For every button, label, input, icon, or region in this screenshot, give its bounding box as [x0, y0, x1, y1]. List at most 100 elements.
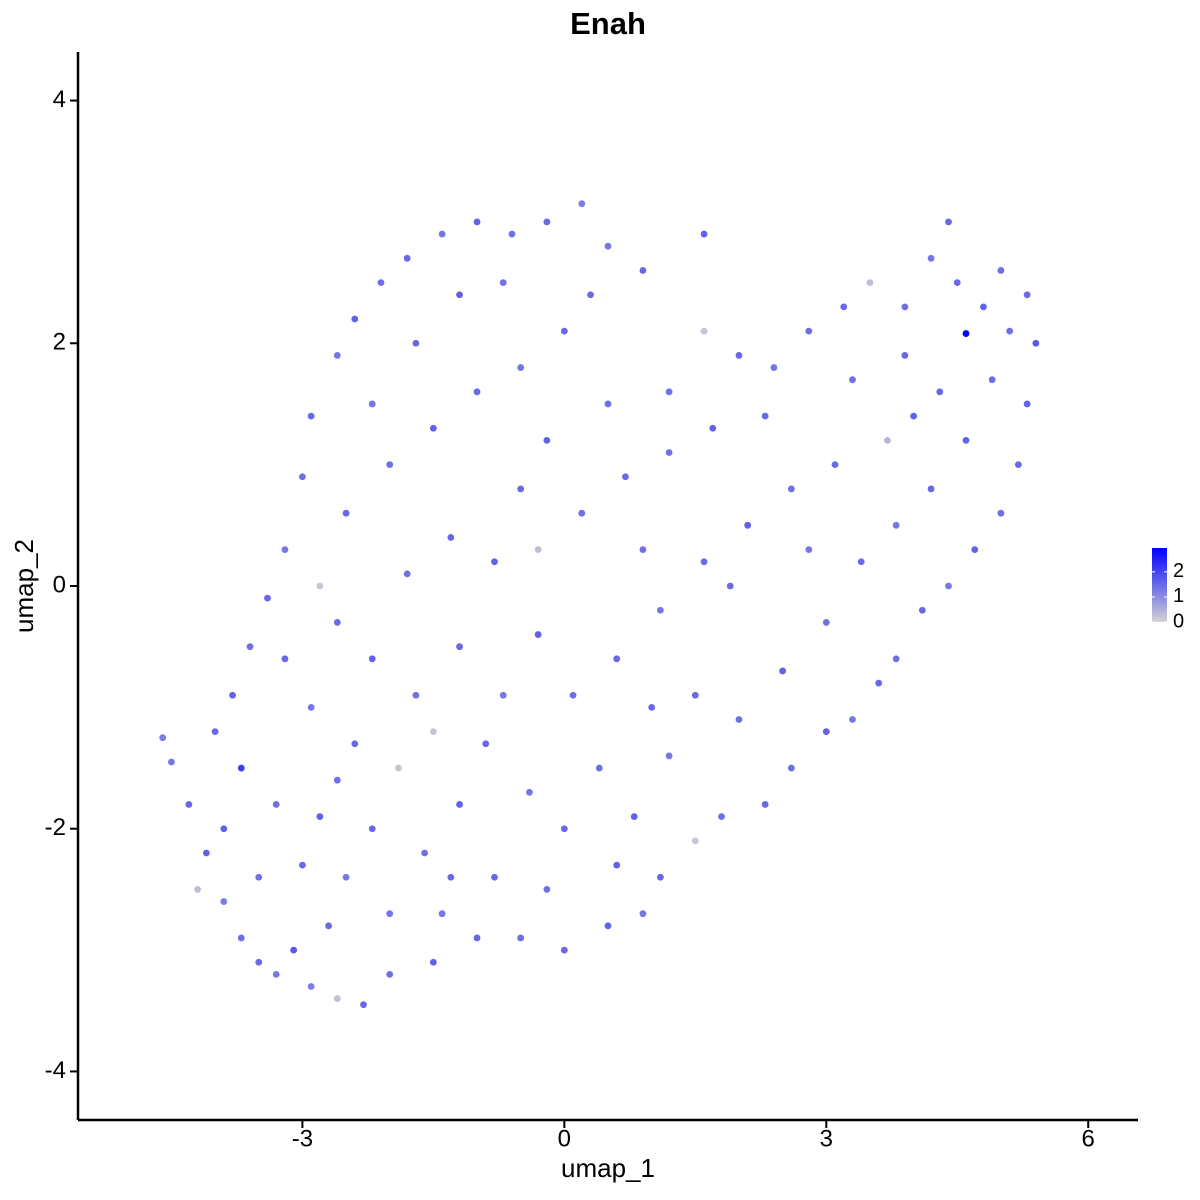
point	[473, 934, 481, 942]
point	[962, 330, 970, 337]
point	[543, 436, 551, 444]
point	[333, 619, 341, 626]
point	[726, 582, 734, 590]
point	[901, 352, 909, 359]
point	[822, 728, 830, 736]
point	[325, 922, 332, 930]
point	[368, 400, 376, 408]
point	[194, 886, 202, 893]
point	[456, 291, 463, 299]
point	[927, 485, 935, 493]
point	[421, 849, 429, 857]
x-tick-label: 3	[820, 1125, 833, 1152]
point	[560, 946, 568, 954]
point	[342, 509, 350, 517]
point	[918, 606, 926, 614]
point	[333, 995, 341, 1003]
point	[718, 813, 725, 820]
point	[508, 230, 516, 238]
y-tick-label: 4	[53, 86, 66, 113]
point	[272, 970, 280, 978]
point	[333, 776, 341, 784]
point	[543, 218, 551, 226]
point	[220, 898, 228, 905]
point	[412, 691, 420, 699]
colorbar-tick-label: 2	[1173, 560, 1184, 582]
point	[368, 655, 376, 663]
point	[595, 764, 603, 772]
point	[499, 691, 507, 699]
point	[700, 558, 708, 566]
point	[456, 801, 463, 808]
point	[805, 546, 813, 553]
point	[630, 813, 638, 820]
point	[403, 570, 411, 578]
point	[744, 521, 752, 529]
x-axis-label: umap_1	[561, 1153, 655, 1183]
point	[761, 412, 769, 420]
point	[473, 218, 481, 226]
point	[159, 734, 167, 742]
colorbar-tick-label: 0	[1173, 610, 1184, 632]
point	[665, 388, 673, 396]
point	[857, 558, 865, 566]
point	[220, 825, 228, 833]
y-tick-label: 0	[53, 571, 66, 598]
point	[447, 534, 455, 541]
point	[578, 509, 586, 517]
point	[237, 934, 245, 942]
point	[377, 279, 385, 286]
colorbar-tick-label: 1	[1173, 585, 1184, 607]
point	[656, 606, 664, 614]
point	[491, 873, 498, 881]
y-tick-label: 2	[53, 329, 66, 356]
point	[805, 327, 813, 335]
point	[866, 279, 874, 286]
point	[298, 861, 306, 869]
point	[298, 473, 306, 481]
point	[386, 910, 394, 918]
point	[456, 643, 463, 651]
point	[770, 364, 778, 371]
point	[168, 758, 175, 766]
x-tick-label: 0	[558, 1125, 571, 1152]
point	[491, 558, 498, 566]
point	[237, 764, 245, 772]
point	[482, 740, 490, 748]
point	[787, 485, 795, 493]
point	[700, 327, 708, 335]
point	[613, 861, 621, 869]
point	[622, 473, 629, 481]
point	[840, 303, 848, 311]
point	[648, 703, 656, 711]
point	[360, 1001, 367, 1009]
point	[735, 716, 743, 723]
point	[473, 388, 481, 396]
point	[892, 521, 900, 529]
point	[517, 934, 525, 942]
point	[202, 849, 210, 857]
point	[691, 837, 699, 845]
point	[953, 279, 961, 286]
point	[1023, 400, 1031, 408]
point	[281, 655, 289, 663]
x-tick-label: -3	[292, 1125, 313, 1152]
point	[543, 886, 551, 893]
y-tick-label: -4	[45, 1057, 66, 1084]
point	[185, 801, 193, 808]
point	[1023, 291, 1031, 299]
point	[316, 813, 324, 820]
point	[997, 267, 1005, 274]
point	[351, 740, 359, 748]
point	[307, 983, 315, 990]
point	[709, 424, 717, 432]
point	[429, 424, 437, 432]
point	[988, 376, 996, 384]
point	[639, 546, 647, 553]
point	[910, 412, 918, 420]
point	[307, 703, 315, 711]
point	[211, 728, 219, 736]
point	[316, 582, 324, 590]
point	[971, 546, 979, 553]
point	[639, 267, 647, 274]
